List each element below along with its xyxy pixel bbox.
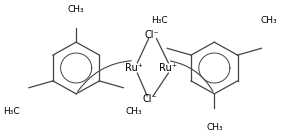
Text: CH₃: CH₃ xyxy=(126,107,142,116)
Text: H₃C: H₃C xyxy=(151,16,168,25)
Text: Ru⁺: Ru⁺ xyxy=(159,63,177,73)
Text: H₃C: H₃C xyxy=(3,107,19,116)
Text: CH₃: CH₃ xyxy=(68,5,84,14)
Text: Cl⁻: Cl⁻ xyxy=(145,30,160,40)
Text: CH₃: CH₃ xyxy=(206,123,222,132)
Text: Ru⁺: Ru⁺ xyxy=(125,63,143,73)
Text: Cl⁻: Cl⁻ xyxy=(142,94,157,104)
Text: CH₃: CH₃ xyxy=(261,16,277,25)
